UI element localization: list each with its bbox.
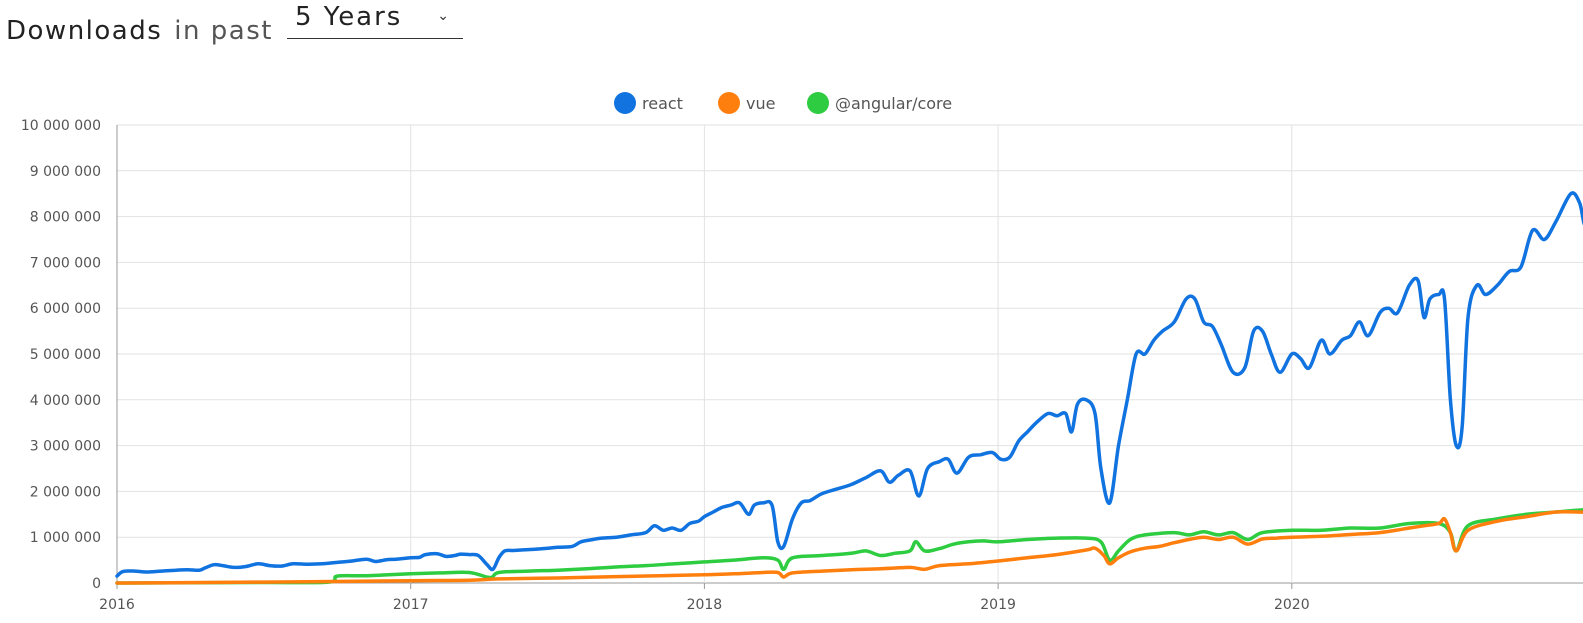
y-tick-label: 4 000 000 <box>30 393 101 409</box>
period-select-value: 5 Years <box>294 2 403 32</box>
x-tick-label: 2018 <box>687 597 723 613</box>
y-tick-label: 2 000 000 <box>30 484 101 500</box>
legend: react vue @angular/core <box>614 92 952 114</box>
x-tick-label: 2017 <box>393 597 429 613</box>
chevron-down-icon: ⌄ <box>437 8 449 24</box>
series-line-vue <box>115 509 1583 585</box>
y-tick-label: 10 000 000 <box>21 118 101 134</box>
legend-label-vue[interactable]: vue <box>746 94 775 113</box>
period-select[interactable]: 5 Years ⌄ <box>286 2 463 39</box>
chart-header: Downloads in past 5 Years ⌄ <box>6 2 463 46</box>
y-tick-label: 0 <box>92 576 101 592</box>
y-tick-label: 7 000 000 <box>30 255 101 271</box>
y-tick-label: 6 000 000 <box>30 301 101 317</box>
legend-swatch-react <box>614 92 636 114</box>
y-tick-label: 8 000 000 <box>30 210 101 226</box>
title-suffix: in past <box>174 16 273 46</box>
y-tick-label: 3 000 000 <box>30 439 101 455</box>
downloads-chart: 0 1 000 000 2 000 000 3 000 000 4 000 000 5 0… <box>21 92 1583 613</box>
axes: 0 1 000 000 2 000 000 3 000 000 4 000 000 5 0… <box>21 118 1310 613</box>
x-tick-label: 2020 <box>1274 597 1310 613</box>
legend-label-react[interactable]: react <box>642 94 683 113</box>
legend-label-angular[interactable]: @angular/core <box>835 94 952 113</box>
y-tick-label: 9 000 000 <box>30 164 101 180</box>
legend-swatch-vue <box>718 92 740 114</box>
y-tick-label: 1 000 000 <box>30 530 101 546</box>
x-tick-label: 2016 <box>99 597 135 613</box>
page-title: Downloads <box>6 16 163 46</box>
y-tick-label: 5 000 000 <box>30 347 101 363</box>
legend-swatch-angular <box>807 92 829 114</box>
x-tick-label: 2019 <box>980 597 1016 613</box>
series-lines <box>115 191 1583 585</box>
series-line-react <box>115 191 1583 578</box>
grid-lines <box>116 124 1583 584</box>
